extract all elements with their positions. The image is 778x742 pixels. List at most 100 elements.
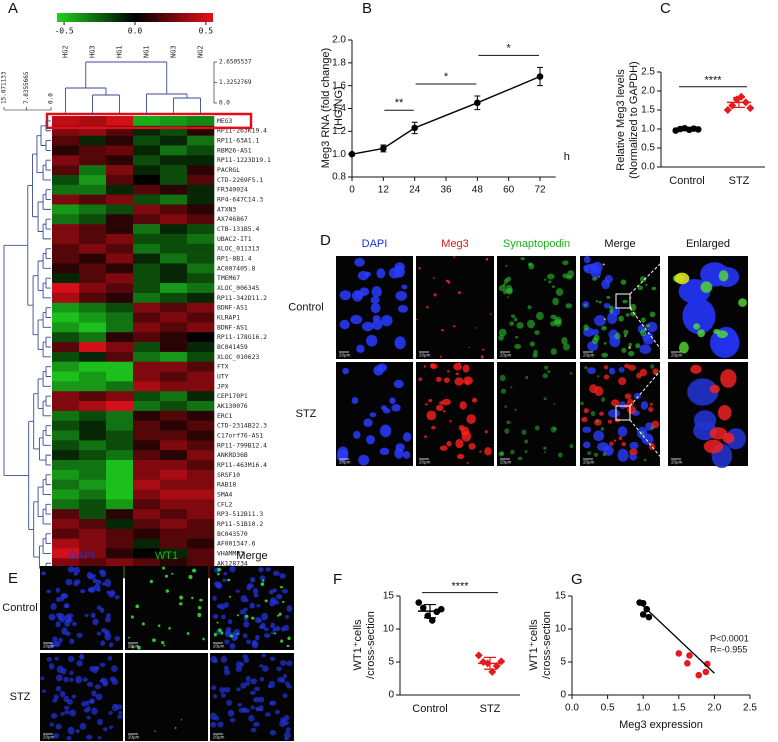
- heatmap-cell: [79, 273, 107, 284]
- cell-signal: [257, 618, 263, 623]
- cell-signal: [718, 270, 729, 282]
- column-label: NG1: [143, 45, 151, 58]
- cell-signal: [391, 404, 401, 412]
- cell-signal: [528, 262, 533, 267]
- point: [695, 671, 703, 679]
- cell-signal: [594, 386, 604, 397]
- x-tick-label: 2.0: [707, 703, 721, 714]
- cell-signal: [224, 639, 230, 645]
- cell-signal: [99, 662, 106, 668]
- heatmap-cell: [133, 401, 161, 412]
- cell-signal: [628, 342, 633, 347]
- line: [351, 75, 541, 155]
- cell-signal: [216, 621, 219, 624]
- cell-signal: [86, 706, 91, 712]
- heatmap-cell: [52, 479, 80, 490]
- heatmap-cell: [79, 116, 107, 127]
- row-label: RP1-8B1.4: [217, 255, 252, 263]
- row-label: RP11-63A1.1: [217, 137, 259, 145]
- panel-label: E: [8, 570, 18, 587]
- cell-signal: [188, 575, 193, 580]
- heatmap-cell: [160, 410, 188, 422]
- cell-signal: [58, 613, 65, 621]
- heatmap-cell: [187, 450, 215, 461]
- cell-signal: [243, 621, 250, 628]
- heatmap-cell: [160, 558, 188, 569]
- cell-signal: [285, 726, 291, 733]
- cell-signal: [269, 656, 276, 662]
- cell-signal: [141, 622, 145, 626]
- heatmap-cell: [79, 165, 107, 176]
- cell-signal: [639, 276, 647, 283]
- cell-signal: [229, 566, 236, 573]
- cell-signal: [244, 681, 251, 686]
- cell-signal: [624, 335, 627, 337]
- cell-signal: [212, 613, 219, 619]
- heatmap-cell: [79, 332, 107, 343]
- cell-signal: [454, 377, 464, 386]
- heatmap-cell: [79, 194, 107, 205]
- cell-signal: [256, 603, 261, 608]
- cell-signal: [424, 403, 428, 406]
- cell-signal: [510, 386, 513, 389]
- cell-signal: [455, 372, 459, 376]
- cell-signal: [524, 449, 528, 454]
- heatmap-cell: [133, 302, 161, 313]
- cell-signal: [55, 723, 62, 730]
- cell-signal: [552, 297, 559, 306]
- cell-signal: [592, 277, 597, 281]
- cell-signal: [617, 426, 628, 437]
- cell-signal: [630, 311, 637, 317]
- heatmap-cell: [52, 263, 80, 274]
- cell-signal: [435, 404, 444, 412]
- heatmap-cell: [79, 145, 107, 156]
- y-axis-label: /cross-section: [541, 611, 553, 679]
- cell-signal: [416, 318, 418, 320]
- heatmap-cell: [106, 116, 134, 127]
- cell-signal: [453, 256, 455, 259]
- micrograph: [125, 653, 208, 741]
- cell-signal: [250, 705, 255, 710]
- heatmap-cell: [106, 361, 134, 372]
- x-tick-label: 24: [409, 185, 421, 196]
- heatmap-cell: [106, 243, 134, 254]
- cell-signal: [561, 337, 568, 345]
- cell-signal: [264, 599, 268, 603]
- cell-signal: [283, 720, 289, 726]
- cell-signal: [584, 303, 587, 307]
- cell-signal: [191, 596, 194, 600]
- cell-signal: [109, 590, 116, 596]
- cell-signal: [40, 676, 45, 681]
- heatmap-cell: [106, 184, 134, 195]
- column-label: NG3: [170, 45, 178, 58]
- heatmap-cell: [52, 253, 80, 264]
- cell-signal: [281, 588, 289, 594]
- heatmap-cell: [79, 135, 107, 146]
- heatmap-cell: [79, 519, 107, 530]
- heatmap-cell: [79, 528, 107, 539]
- row-label: Control: [288, 301, 323, 313]
- cell-signal: [543, 397, 547, 401]
- cell-signal: [71, 694, 77, 699]
- cell-signal: [97, 736, 102, 740]
- cell-signal: [287, 636, 291, 641]
- cell-signal: [56, 596, 61, 603]
- scale-bar-label: 20μm: [339, 460, 351, 465]
- y-tick-label: 10: [555, 624, 567, 635]
- heatmap-cell: [106, 391, 134, 402]
- heatmap-cell: [187, 194, 215, 205]
- cell-signal: [135, 604, 140, 609]
- cell-signal: [222, 578, 227, 582]
- cell-signal: [86, 715, 91, 720]
- cell-signal: [690, 364, 702, 374]
- cell-signal: [258, 566, 264, 573]
- heatmap-cell: [106, 538, 134, 549]
- cell-signal: [48, 662, 55, 670]
- heatmap-cell: [133, 420, 161, 431]
- row-label: C17orf76-AS1: [217, 431, 263, 439]
- heatmap-cell: [160, 312, 188, 323]
- micrograph: [416, 256, 494, 359]
- row-label: CTD-2269F5.1: [217, 176, 263, 184]
- cell-signal: [569, 372, 573, 375]
- cell-signal: [370, 296, 380, 304]
